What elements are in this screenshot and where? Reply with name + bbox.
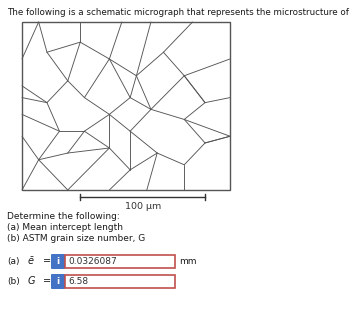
Text: i: i	[56, 257, 60, 266]
Text: 0.0326087: 0.0326087	[68, 257, 117, 266]
Text: G: G	[28, 276, 35, 287]
Bar	[65, 255, 175, 268]
Text: Determine the following:: Determine the following:	[7, 212, 120, 221]
Text: 100 μm: 100 μm	[125, 202, 161, 211]
Text: (b): (b)	[7, 277, 20, 286]
Text: =: =	[43, 276, 51, 287]
Text: ē: ē	[28, 257, 34, 266]
Text: (b) ASTM grain size number, G: (b) ASTM grain size number, G	[7, 234, 145, 243]
Text: mm: mm	[179, 257, 196, 266]
Text: (a): (a)	[7, 257, 20, 266]
Text: i: i	[56, 277, 60, 286]
Text: 6.58: 6.58	[68, 277, 88, 286]
Text: =: =	[43, 257, 51, 266]
FancyBboxPatch shape	[51, 274, 65, 289]
Text: (a) Mean intercept length: (a) Mean intercept length	[7, 223, 123, 232]
Bar	[65, 275, 175, 288]
Text: The following is a schematic micrograph that represents the microstructure of so: The following is a schematic micrograph …	[7, 8, 350, 17]
Bar	[22, 22, 230, 190]
FancyBboxPatch shape	[51, 254, 65, 269]
